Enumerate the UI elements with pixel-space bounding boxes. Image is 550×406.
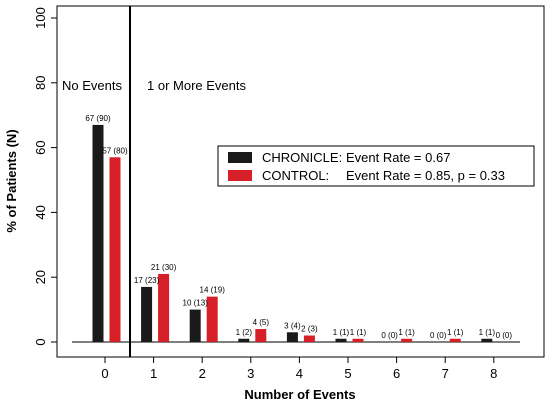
x-tick-label: 5: [344, 366, 351, 381]
bar-control-0: [109, 157, 121, 342]
data-label-chronicle-3: 1 (2): [236, 328, 253, 337]
region-label-no-events: No Events: [62, 78, 122, 93]
region-label-events: 1 or More Events: [147, 78, 246, 93]
legend: CHRONICLE: Event Rate = 0.67 CONTROL: Ev…: [217, 145, 535, 187]
x-tick-label: 6: [393, 366, 400, 381]
data-label-chronicle-7: 0 (0): [430, 331, 447, 340]
bar-control-1: [158, 273, 170, 342]
data-label-chronicle-0: 67 (90): [85, 114, 111, 123]
x-tick-label: 3: [247, 366, 254, 381]
data-label-control-8: 0 (0): [496, 331, 513, 340]
bar-control-5: [352, 338, 364, 342]
data-label-control-7: 1 (1): [447, 328, 464, 337]
data-label-chronicle-1: 17 (23): [134, 276, 160, 285]
legend-name-chronicle: CHRONICLE:: [262, 150, 342, 165]
data-label-chronicle-4: 3 (4): [284, 321, 301, 330]
bar-control-6: [401, 338, 413, 342]
bar-chronicle-2: [189, 309, 201, 342]
legend-box: [217, 145, 535, 187]
y-tick-label: 80: [33, 76, 48, 90]
bar-control-7: [449, 338, 461, 342]
bar-chronicle-5: [335, 338, 347, 342]
data-label-control-5: 1 (1): [350, 328, 367, 337]
bar-control-4: [303, 335, 315, 342]
y-tick-label: 60: [33, 140, 48, 154]
y-tick-label: 40: [33, 205, 48, 219]
data-label-chronicle-8: 1 (1): [479, 328, 496, 337]
x-tick-label: 4: [296, 366, 303, 381]
y-tick-label: 20: [33, 270, 48, 284]
bar-chronicle-1: [141, 286, 153, 342]
data-label-chronicle-5: 1 (1): [333, 328, 350, 337]
y-tick-label: 100: [33, 7, 48, 29]
data-label-chronicle-2: 10 (13): [183, 299, 209, 308]
x-tick-label: 1: [150, 366, 157, 381]
legend-text-control: Event Rate = 0.85, p = 0.33: [346, 168, 505, 183]
bar-chronicle-3: [238, 338, 250, 342]
x-tick-label: 7: [442, 366, 449, 381]
x-tick-label: 2: [199, 366, 206, 381]
bar-control-3: [255, 329, 267, 342]
x-axis-title: Number of Events: [244, 387, 355, 402]
bar-chronicle-8: [481, 338, 493, 342]
data-labels: 67 (90)17 (23)10 (13)1 (2)3 (4)1 (1) 0 (0…: [85, 114, 512, 340]
data-label-control-4: 2 (3): [301, 325, 318, 334]
x-tick-label: 0: [101, 366, 108, 381]
bar-chronicle-0: [92, 124, 104, 342]
y-tick-label: 0: [33, 338, 48, 345]
legend-swatch-chronicle: [228, 152, 252, 163]
bars: [92, 124, 493, 342]
data-label-chronicle-6: 0 (0): [381, 331, 398, 340]
legend-text-chronicle: Event Rate = 0.67: [346, 150, 450, 165]
bar-control-2: [206, 296, 218, 342]
legend-name-control: CONTROL:: [262, 168, 329, 183]
legend-swatch-control: [228, 170, 252, 181]
x-tick-label: 8: [490, 366, 497, 381]
data-label-control-3: 4 (5): [253, 318, 270, 327]
y-axis-title: % of Patients (N): [4, 129, 19, 232]
x-axis: 0 1 2 3 4 5 6 7 8: [101, 357, 497, 381]
bar-chronicle-4: [286, 332, 298, 342]
data-label-control-1: 21 (30): [151, 263, 177, 272]
data-label-control-2: 14 (19): [200, 286, 226, 295]
data-label-control-0: 57 (80): [102, 146, 128, 155]
y-axis: 0 20 40 60 80 100: [33, 7, 58, 346]
data-label-control-6: 1 (1): [398, 328, 415, 337]
